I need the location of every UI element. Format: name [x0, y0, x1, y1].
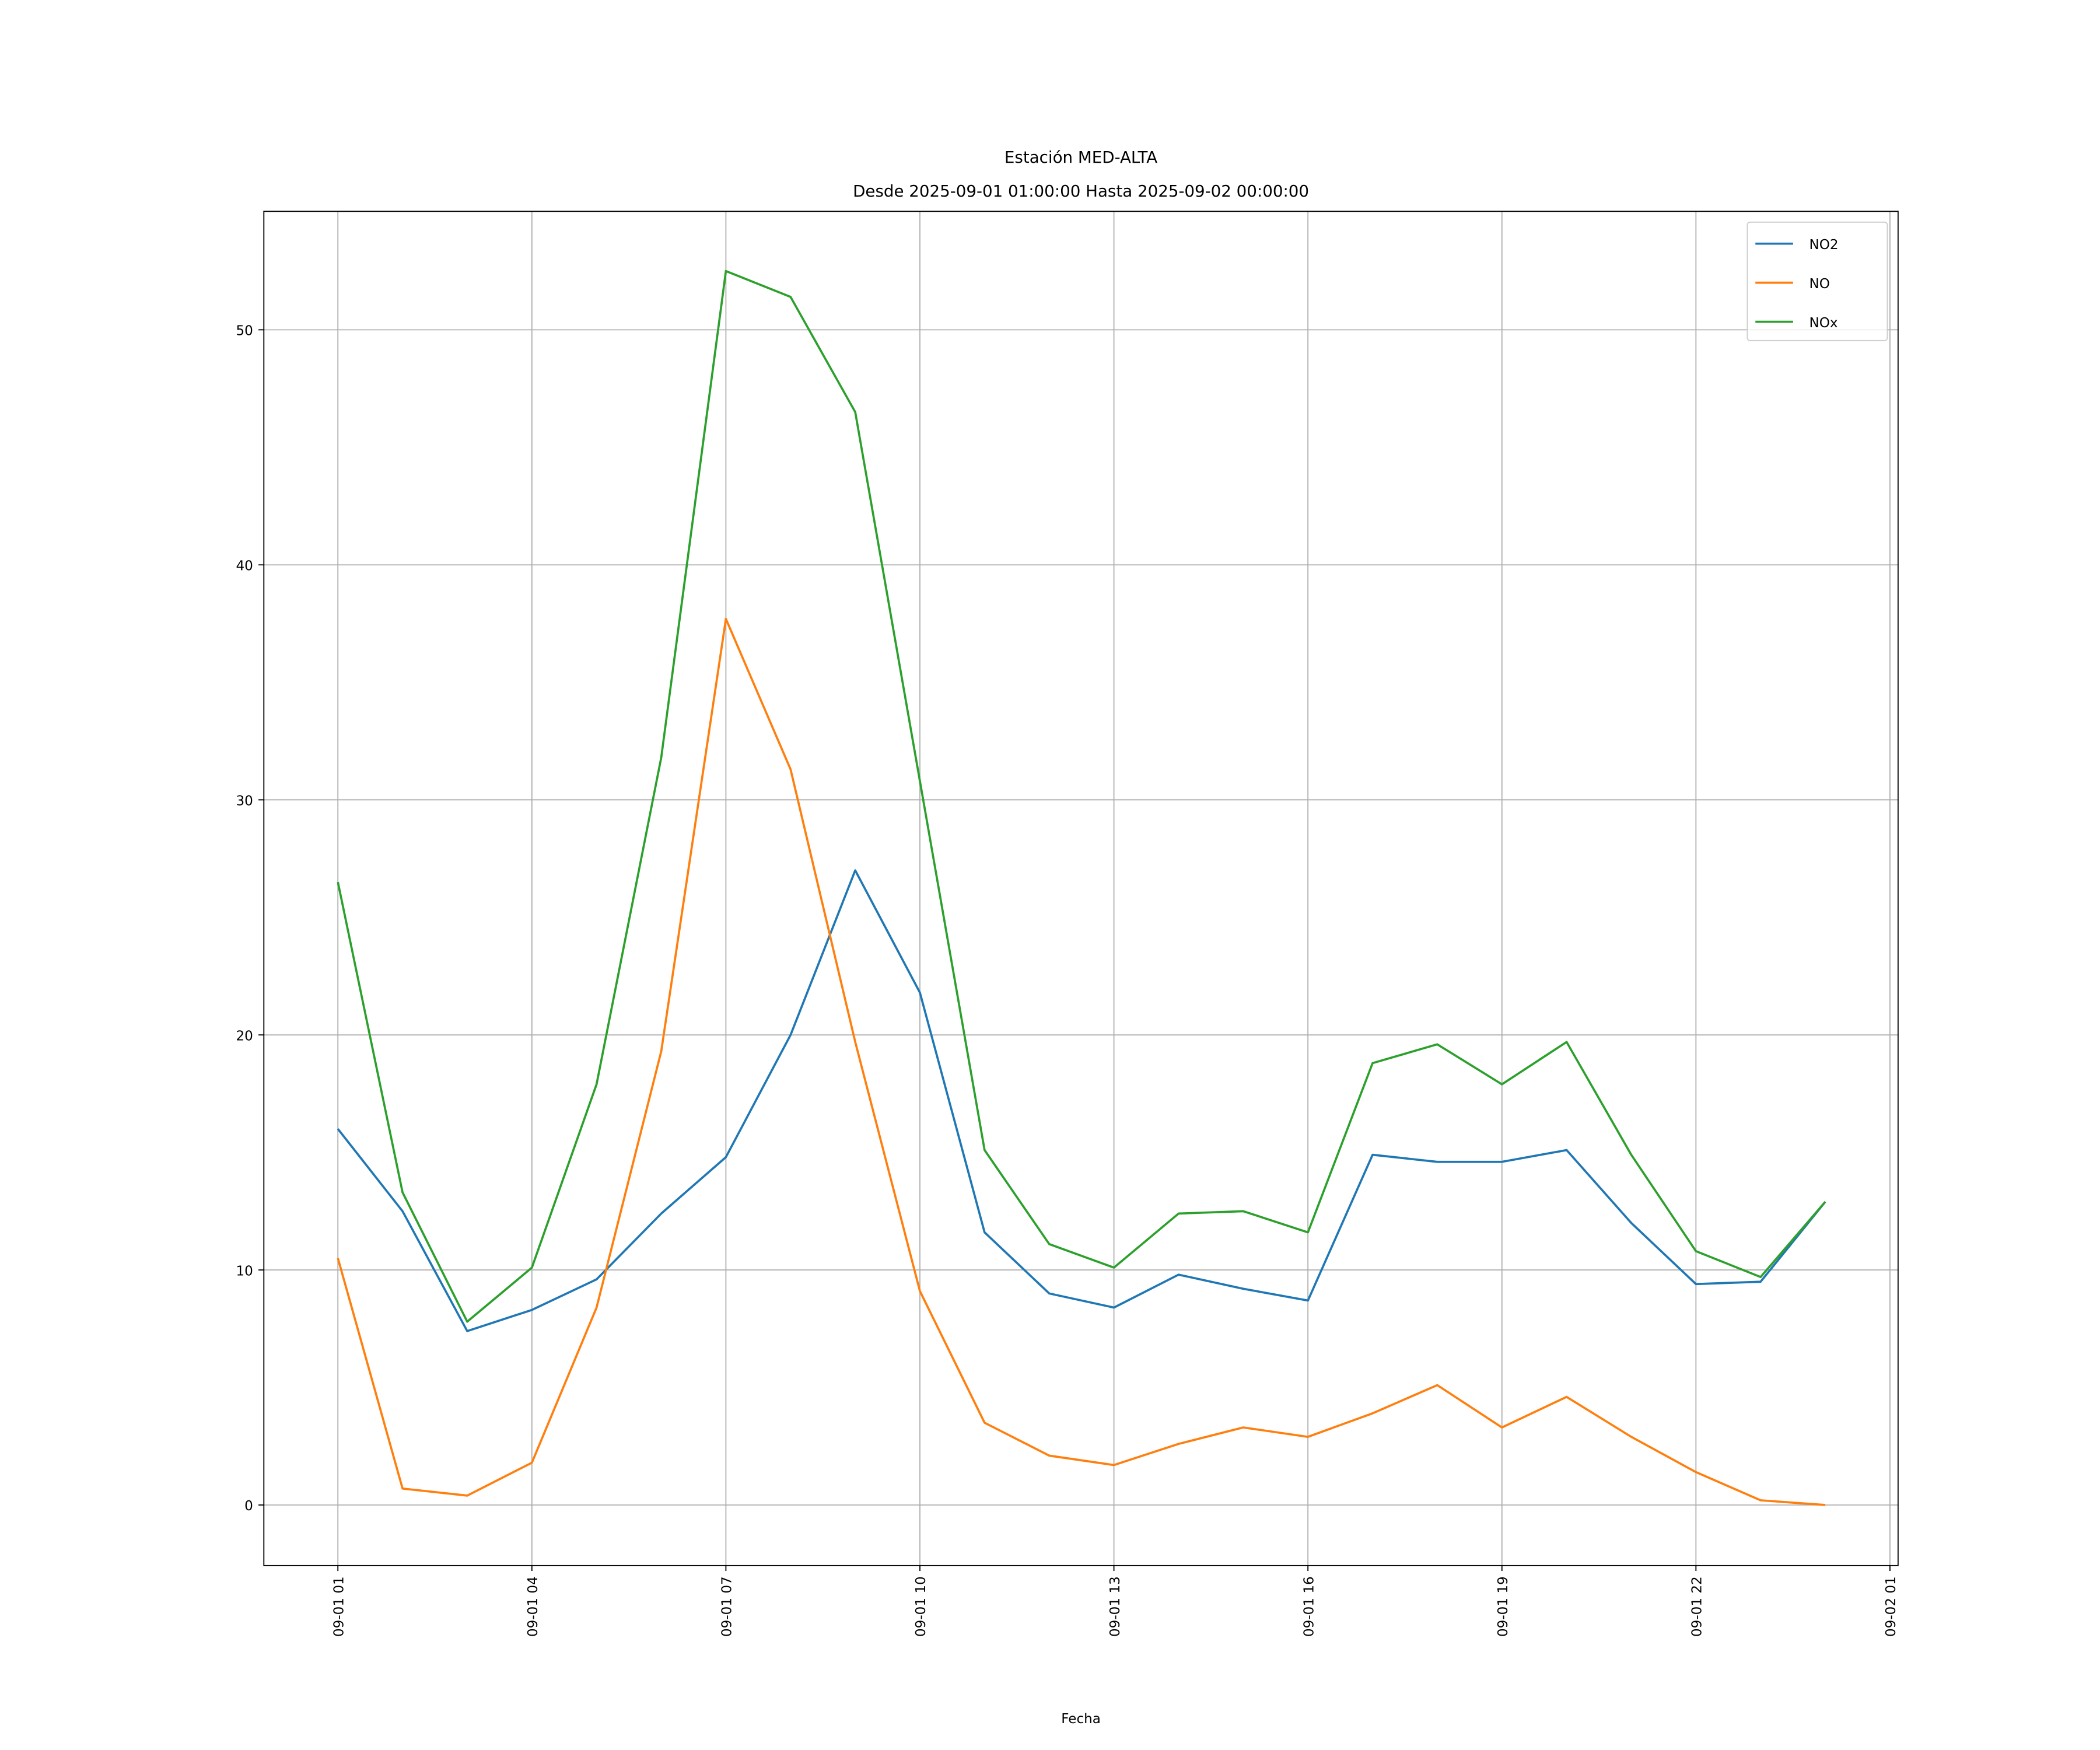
x-tick-label: 09-02 01: [1884, 1576, 1899, 1637]
x-tick-label: 09-01 22: [1690, 1576, 1705, 1637]
y-axis: 0 10 20 30 40 50: [236, 324, 264, 1514]
series-line-no: [337, 618, 1826, 1506]
x-tick-label: 09-01 04: [526, 1576, 541, 1637]
grid: [264, 211, 1898, 1566]
y-tick-label: 50: [236, 324, 253, 339]
y-tick-label: 0: [244, 1499, 253, 1514]
chart-title: Estación MED-ALTA: [1005, 148, 1157, 167]
x-tick-label: 09-01 10: [914, 1576, 929, 1637]
series-line-nox: [337, 270, 1826, 1323]
y-tick-label: 40: [236, 559, 253, 574]
legend-box: [1746, 221, 1888, 341]
legend: NO2 NO NOx: [1746, 221, 1888, 341]
plot-frame: [263, 211, 1899, 1566]
y-tick-label: 20: [236, 1028, 253, 1044]
series-lines: [337, 270, 1826, 1506]
y-tick-label: 10: [236, 1264, 253, 1279]
x-tick-label: 09-01 16: [1301, 1576, 1317, 1637]
x-axis: 09-01 01 09-01 04 09-01 07 09-01 10 09-01 13…: [331, 1565, 1899, 1637]
x-tick-label: 09-01 01: [331, 1576, 346, 1637]
x-tick-label: 09-01 07: [720, 1576, 735, 1637]
x-tick-label: 09-01 19: [1496, 1576, 1511, 1637]
legend-label-nox: NOx: [1810, 316, 1838, 331]
x-tick-label: 09-01 13: [1108, 1576, 1123, 1637]
chart-subtitle: Desde 2025-09-01 01:00:00 Hasta 2025-09-…: [853, 181, 1309, 201]
x-axis-label: Fecha: [1061, 1712, 1101, 1727]
y-tick-label: 30: [236, 793, 253, 808]
series-line-no2: [337, 869, 1826, 1332]
legend-label-no: NO: [1810, 276, 1830, 292]
legend-label-no2: NO2: [1810, 237, 1839, 253]
